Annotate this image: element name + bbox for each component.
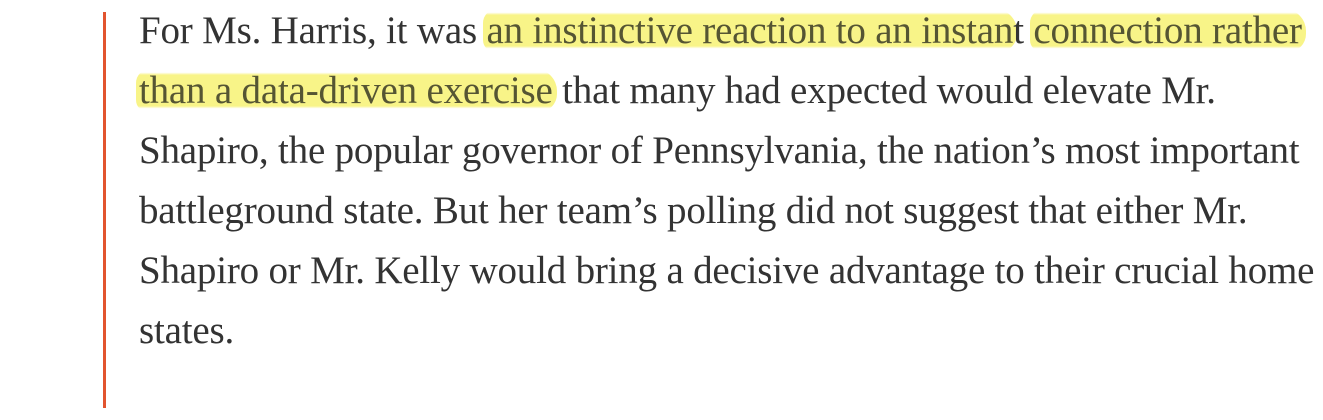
article-paragraph: For Ms. Harris, it was an instinctive re… xyxy=(136,1,1319,361)
paragraph-text-mid: t xyxy=(1013,9,1034,52)
highlighted-text[interactable]: an instinctive reaction to an instan xyxy=(483,9,1018,52)
quote-bar xyxy=(103,12,106,408)
paragraph-text-start: For Ms. Harris, it was xyxy=(139,9,487,52)
paragraph-text-end: that many had expected would elevate Mr.… xyxy=(139,69,1315,352)
